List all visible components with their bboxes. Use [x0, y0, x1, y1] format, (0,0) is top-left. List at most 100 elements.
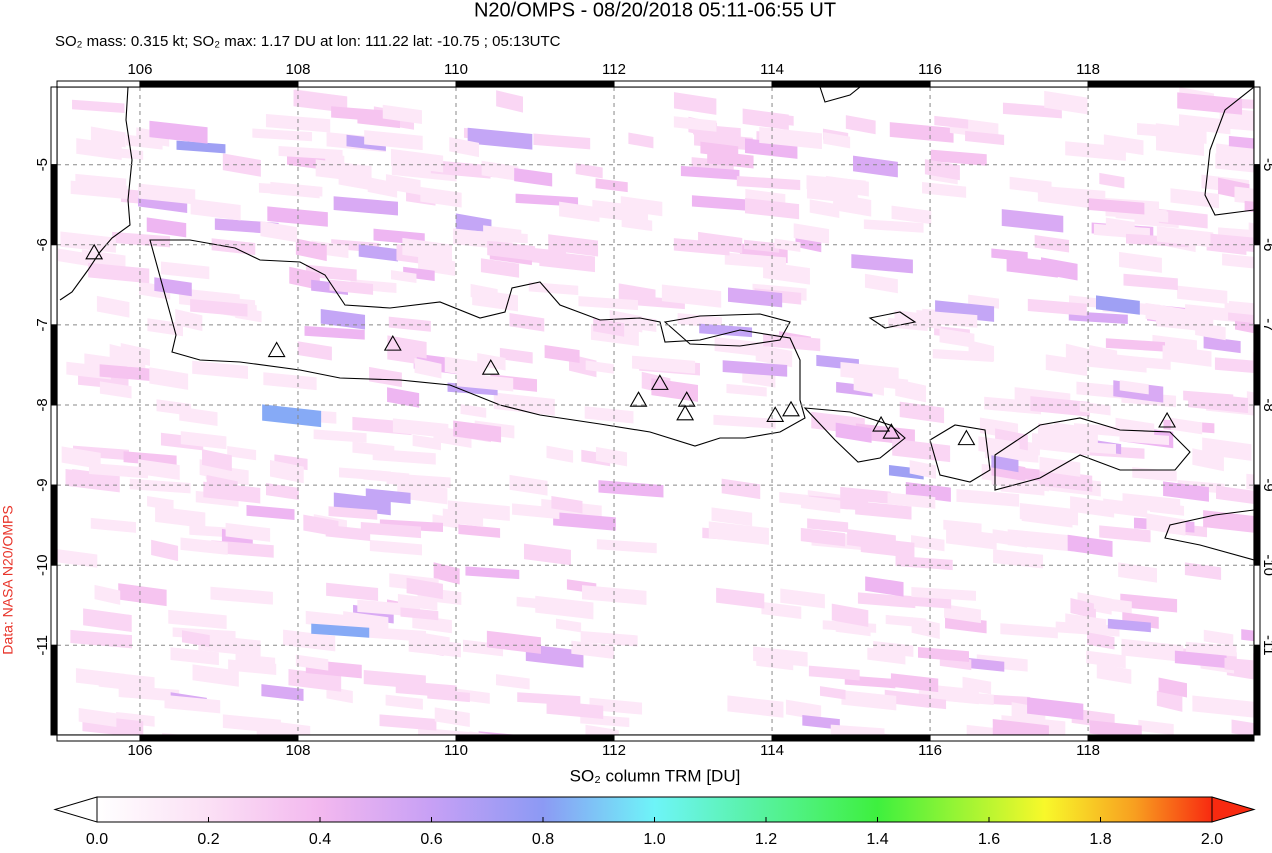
so2-pixel — [496, 90, 523, 113]
so2-pixel — [1174, 650, 1227, 669]
so2-pixel — [60, 231, 116, 253]
so2-pixel — [453, 420, 502, 443]
so2-pixel — [1037, 185, 1089, 208]
so2-pixel — [90, 517, 137, 533]
so2-pixel — [262, 404, 322, 428]
so2-pixel — [400, 607, 439, 621]
so2-pixel — [885, 614, 927, 628]
so2-pixel — [192, 664, 239, 687]
colorbar-tick-label: 1.2 — [755, 831, 777, 848]
so2-pixel — [460, 404, 487, 418]
so2-pixel — [168, 609, 227, 630]
volcano — [383, 335, 402, 351]
so2-pixel — [146, 217, 187, 238]
colorbar-tick-label: 0.4 — [309, 831, 331, 848]
coastline — [149, 239, 806, 447]
so2-pixel — [855, 501, 912, 520]
frame-bar — [50, 86, 58, 166]
so2-pixel — [160, 261, 210, 280]
so2-pixel — [176, 140, 226, 154]
so2-pixel — [965, 130, 1005, 146]
so2-pixel — [726, 383, 767, 397]
so2-pixel — [325, 524, 371, 542]
so2-pixel — [261, 684, 304, 701]
so2-pixel — [512, 503, 560, 520]
so2-pixel — [211, 238, 256, 256]
so2-pixel — [785, 699, 822, 721]
so2-pixel — [575, 163, 603, 179]
so2-pixel — [578, 296, 638, 311]
so2-pixel — [924, 159, 960, 181]
so2-pixel — [651, 378, 698, 402]
so2-pixel — [763, 261, 810, 285]
y-tick-label-left: -7 — [34, 318, 51, 331]
so2-pixel — [467, 127, 533, 150]
so2-pixel — [965, 657, 1005, 672]
so2-pixel — [939, 328, 975, 348]
so2-pixel — [851, 254, 913, 274]
so2-pixel — [367, 176, 398, 198]
so2-pixel — [1119, 380, 1149, 395]
so2-pixel — [170, 647, 219, 666]
so2-pixel — [991, 455, 1019, 473]
so2-pixel — [297, 341, 332, 361]
y-tick-label-left: -9 — [34, 478, 51, 491]
so2-pixel — [946, 527, 997, 550]
so2-pixel — [830, 724, 885, 735]
so2-pixel — [283, 629, 336, 652]
y-tick-label-left: -10 — [34, 554, 51, 576]
colorbar-tick-label: 1.8 — [1089, 831, 1111, 848]
so2-pixel — [580, 630, 638, 647]
credit: Data: NASA N20/OMPS — [0, 505, 16, 654]
so2-pixel — [1007, 529, 1073, 552]
so2-pixel — [420, 186, 462, 208]
so2-pixel — [1001, 209, 1064, 233]
so2-pixel — [899, 401, 945, 424]
frame-bar — [50, 404, 58, 486]
frame-bar — [1087, 734, 1255, 742]
so2-pixel — [455, 213, 492, 235]
so2-pixel — [546, 700, 604, 720]
so2-pixel — [270, 181, 320, 199]
so2-pixel — [1089, 720, 1142, 735]
so2-pixel — [1054, 422, 1098, 445]
so2-pixel — [202, 449, 232, 472]
so2-pixel — [434, 707, 470, 727]
x-tick-label-top: 110 — [444, 61, 468, 78]
so2-pixel — [528, 281, 579, 296]
so2-pixel — [890, 673, 939, 693]
so2-pixel — [1065, 343, 1093, 367]
so2-pixel — [78, 707, 117, 728]
so2-pixel — [352, 441, 395, 458]
frame-bar — [929, 734, 1089, 742]
so2-pixel — [138, 459, 180, 480]
x-tick-label-bottom: 114 — [760, 742, 784, 759]
so2-pixel — [1107, 618, 1151, 633]
so2-pixel — [819, 686, 846, 700]
coastline — [994, 417, 1191, 491]
coastlines — [59, 87, 1254, 561]
so2-pixel — [592, 199, 649, 224]
so2-pixel — [944, 604, 981, 624]
so2-pixel — [711, 507, 753, 527]
so2-pixel — [1079, 401, 1111, 416]
x-tick-label-top: 118 — [1076, 61, 1100, 78]
subtitle: SO₂ mass: 0.315 kt; SO₂ max: 1.17 DU at … — [55, 33, 561, 50]
so2-pixel — [1177, 285, 1228, 304]
so2-pixel — [993, 549, 1044, 569]
so2-pixel — [727, 287, 783, 308]
frame-bar — [1253, 644, 1261, 736]
so2-pixel — [911, 586, 977, 601]
so2-pixel — [721, 478, 761, 500]
so2-pixel — [246, 504, 295, 521]
so2-pixel — [922, 182, 967, 198]
frame-bar — [1253, 404, 1261, 486]
so2-pixel — [499, 347, 533, 364]
so2-pixel — [891, 205, 932, 225]
so2-pixel — [265, 113, 331, 133]
colorbar-tick-label: 0.2 — [197, 831, 219, 848]
x-tick-label-bottom: 112 — [602, 742, 626, 759]
colorbar-label: SO₂ column TRM [DU] — [570, 766, 741, 785]
x-tick-label-top: 116 — [918, 61, 942, 78]
so2-pixel — [598, 480, 664, 498]
